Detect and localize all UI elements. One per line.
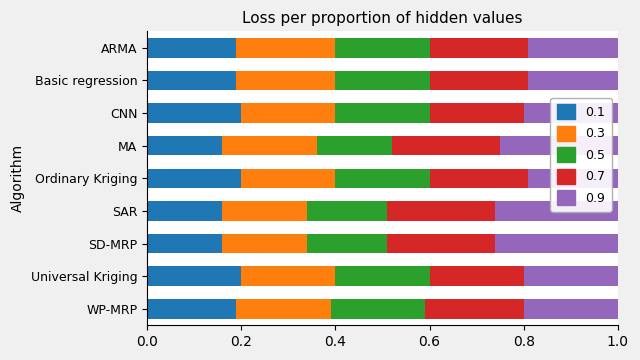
Bar [392, 136, 500, 156]
Bar [307, 234, 387, 253]
Bar [147, 168, 241, 188]
Bar [331, 299, 425, 319]
Bar [147, 299, 237, 319]
Bar [429, 103, 524, 123]
Bar [317, 136, 392, 156]
Bar [147, 71, 237, 90]
Bar [529, 38, 618, 58]
Bar [335, 168, 429, 188]
Bar [495, 234, 618, 253]
Bar [222, 201, 307, 221]
Legend: 0.1, 0.3, 0.5, 0.7, 0.9: 0.1, 0.3, 0.5, 0.7, 0.9 [550, 98, 612, 212]
Bar [307, 201, 387, 221]
Bar [495, 201, 618, 221]
Bar [147, 201, 222, 221]
Bar [241, 266, 335, 286]
Bar [429, 71, 529, 90]
Bar [429, 168, 529, 188]
Bar [237, 299, 331, 319]
Bar [147, 136, 222, 156]
Bar [529, 168, 618, 188]
Bar [335, 71, 429, 90]
Bar [387, 201, 495, 221]
Bar [500, 136, 618, 156]
Bar [524, 299, 618, 319]
Bar [524, 103, 618, 123]
Bar [335, 38, 429, 58]
Bar [147, 38, 237, 58]
Bar [147, 103, 241, 123]
Bar [335, 266, 429, 286]
Bar [241, 168, 335, 188]
Bar [335, 103, 429, 123]
Bar [237, 71, 335, 90]
Bar [237, 38, 335, 58]
Bar [222, 136, 317, 156]
Bar [241, 103, 335, 123]
Bar [147, 234, 222, 253]
Bar [147, 266, 241, 286]
Bar [429, 266, 524, 286]
Bar [524, 266, 618, 286]
Bar [222, 234, 307, 253]
Bar [429, 38, 529, 58]
Bar [529, 71, 618, 90]
Bar [425, 299, 524, 319]
Title: Loss per proportion of hidden values: Loss per proportion of hidden values [242, 11, 523, 26]
Y-axis label: Algorithm: Algorithm [11, 144, 25, 212]
Bar [387, 234, 495, 253]
